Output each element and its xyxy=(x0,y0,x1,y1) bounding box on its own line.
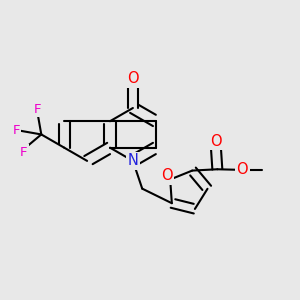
Text: O: O xyxy=(160,168,172,183)
Text: F: F xyxy=(12,124,20,137)
Text: O: O xyxy=(210,134,222,148)
Text: O: O xyxy=(127,71,139,86)
Text: F: F xyxy=(34,103,42,116)
Text: F: F xyxy=(20,146,27,159)
Text: O: O xyxy=(236,162,248,177)
Text: N: N xyxy=(128,153,138,168)
